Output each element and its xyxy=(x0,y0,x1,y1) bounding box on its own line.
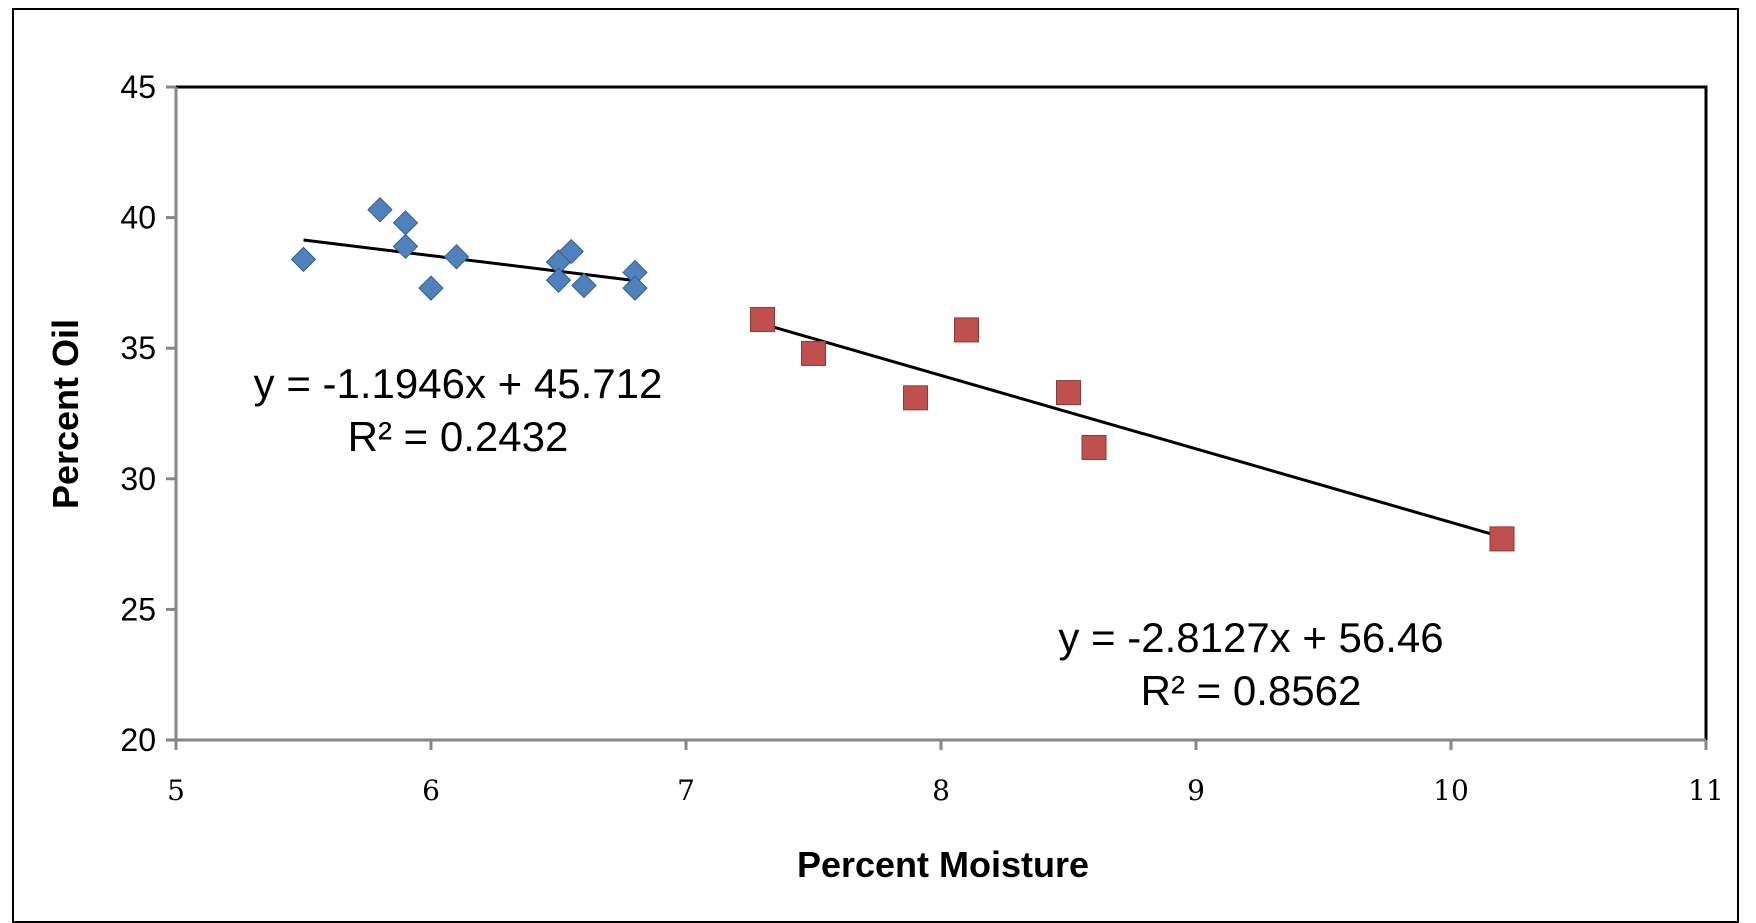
x-tick-label: 11 xyxy=(1688,774,1724,807)
y-tick-label: 20 xyxy=(120,722,156,758)
series-1-trendline xyxy=(303,238,636,283)
y-tick-label: 25 xyxy=(120,591,156,627)
labels: Percent Moisture Percent Oil y = -1.1946… xyxy=(45,319,1444,885)
x-tick-label: 9 xyxy=(1187,774,1205,807)
series-1-point xyxy=(622,275,648,301)
series-2-trendline-equation: y = -2.8127x + 56.46 xyxy=(1058,614,1443,661)
axes: 20 25 30 35 40 45 5 6 7 8 9 10 11 xyxy=(120,69,1723,807)
series-2-point xyxy=(1081,434,1107,460)
y-tick-label: 40 xyxy=(120,200,156,236)
y-tick-label: 30 xyxy=(120,461,156,497)
series-1-point xyxy=(367,197,393,223)
x-tick-label: 6 xyxy=(422,774,440,807)
series-1-point xyxy=(418,275,444,301)
series-2-trendline xyxy=(762,322,1503,539)
series-2-point xyxy=(801,340,826,366)
plot-area-border xyxy=(174,85,1708,742)
series-1-point xyxy=(558,238,584,265)
x-tick-label: 7 xyxy=(677,774,695,807)
series-1-r-squared: R² = 0.2432 xyxy=(348,413,569,460)
y-axis-title: Percent Oil xyxy=(45,319,86,509)
series-2-r-squared: R² = 0.8562 xyxy=(1141,667,1362,714)
y-tick-label: 45 xyxy=(120,69,156,105)
y-tick-label: 35 xyxy=(120,330,156,366)
x-axis-title: Percent Moisture xyxy=(797,844,1089,885)
x-tick-label: 8 xyxy=(932,774,950,807)
series-2-point xyxy=(1489,526,1515,552)
series-1-trendline-equation: y = -1.1946x + 45.712 xyxy=(254,360,663,407)
series-1-point xyxy=(392,233,419,260)
series-2-point xyxy=(1056,380,1081,406)
series-1-point xyxy=(571,272,597,299)
series-2-point xyxy=(954,317,979,343)
plot-area xyxy=(174,85,1708,742)
trendlines xyxy=(303,238,1503,539)
data-points xyxy=(290,197,1515,552)
series-2-point xyxy=(903,385,928,411)
series-1-point xyxy=(290,246,317,273)
series-1-point xyxy=(443,244,470,270)
series-1-point xyxy=(545,267,572,293)
x-tick-label: 10 xyxy=(1433,774,1469,807)
x-tick-label: 5 xyxy=(167,774,185,807)
series-2-point xyxy=(750,306,775,332)
